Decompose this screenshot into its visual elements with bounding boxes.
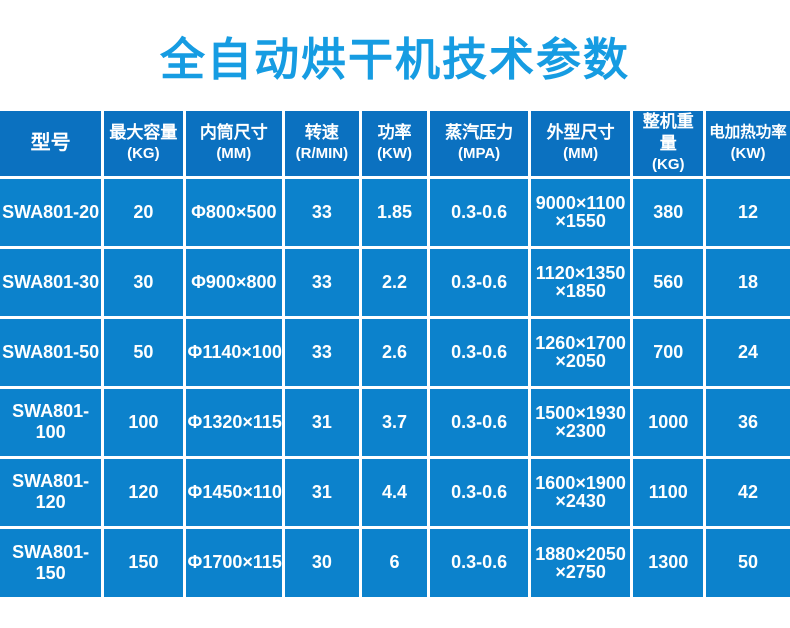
cell-steam-pressure: 0.3-0.6 bbox=[427, 315, 531, 389]
column-header-model: 型号 bbox=[0, 111, 105, 179]
cell-power: 6 bbox=[358, 525, 431, 597]
cell-steam-pressure: 0.3-0.6 bbox=[427, 455, 531, 529]
cell-machine-weight: 1100 bbox=[630, 455, 707, 529]
cell-drum-size: Φ1140×1000 bbox=[182, 315, 286, 389]
cell-drum-size: Φ1700×1150 bbox=[182, 525, 286, 597]
cell-electric-heating-power: 24 bbox=[703, 315, 790, 389]
column-header-unit: (KG) bbox=[652, 156, 685, 174]
column-header-unit: (MM) bbox=[216, 145, 252, 163]
cell-max-capacity: 120 bbox=[101, 455, 186, 529]
cell-machine-weight: 1300 bbox=[630, 525, 707, 597]
column-header-power: 功率 (KW) bbox=[358, 111, 431, 179]
table-row: SWA801-20 20 Φ800×500 33 1.85 0.3-0.6 90… bbox=[0, 175, 790, 249]
column-header-unit: (R/MIN) bbox=[295, 145, 349, 163]
cell-speed: 33 bbox=[282, 245, 362, 319]
cell-max-capacity: 150 bbox=[101, 525, 186, 597]
cell-electric-heating-power: 42 bbox=[703, 455, 790, 529]
cell-outer-dimensions: 1880×2050 ×2750 bbox=[527, 525, 634, 597]
table-body: SWA801-20 20 Φ800×500 33 1.85 0.3-0.6 90… bbox=[0, 175, 790, 597]
column-header-label: 功率 bbox=[377, 123, 412, 143]
cell-outer-dimensions: 1600×1900 ×2430 bbox=[527, 455, 634, 529]
cell-speed: 33 bbox=[282, 315, 362, 389]
column-header-unit: (KG) bbox=[127, 145, 160, 163]
cell-electric-heating-power: 36 bbox=[703, 385, 790, 459]
header-row: 型号 最大容量 (KG) 内筒尺寸 (MM) 转速 (R/MIN) 功率 (KW) 蒸汽… bbox=[0, 111, 790, 179]
cell-drum-size: Φ1320×1150 bbox=[182, 385, 286, 459]
cell-power: 2.6 bbox=[358, 315, 431, 389]
table-row: SWA801-120 120 Φ1450×1100 31 4.4 0.3-0.6… bbox=[0, 455, 790, 529]
column-header-label: 整机重量 bbox=[642, 112, 694, 154]
cell-power: 1.85 bbox=[358, 175, 431, 249]
cell-outer-dimensions: 1500×1930 ×2300 bbox=[527, 385, 634, 459]
cell-model: SWA801-30 bbox=[0, 245, 105, 319]
page-title: 全自动烘干机技术参数 bbox=[159, 34, 630, 85]
cell-machine-weight: 560 bbox=[630, 245, 707, 319]
column-header-machine-weight: 整机重量 (KG) bbox=[630, 111, 707, 179]
cell-speed: 30 bbox=[282, 525, 362, 597]
cell-steam-pressure: 0.3-0.6 bbox=[427, 245, 531, 319]
column-header-unit: (MPA) bbox=[457, 145, 501, 163]
column-header-label: 电加热功率 bbox=[709, 124, 787, 142]
column-header-speed: 转速 (R/MIN) bbox=[282, 111, 362, 179]
cell-max-capacity: 20 bbox=[101, 175, 186, 249]
column-header-unit: (KW) bbox=[377, 145, 413, 163]
cell-max-capacity: 50 bbox=[101, 315, 186, 389]
table-row: SWA801-30 30 Φ900×800 33 2.2 0.3-0.6 112… bbox=[0, 245, 790, 319]
cell-max-capacity: 30 bbox=[101, 245, 186, 319]
cell-speed: 31 bbox=[282, 455, 362, 529]
column-header-label: 最大容量 bbox=[109, 123, 178, 143]
cell-steam-pressure: 0.3-0.6 bbox=[427, 525, 531, 597]
cell-machine-weight: 700 bbox=[630, 315, 707, 389]
column-header-outer-dimensions: 外型尺寸 (MM) bbox=[527, 111, 634, 179]
table-row: SWA801-150 150 Φ1700×1150 30 6 0.3-0.6 1… bbox=[0, 525, 790, 597]
spec-table: 型号 最大容量 (KG) 内筒尺寸 (MM) 转速 (R/MIN) 功率 (KW) 蒸汽… bbox=[0, 111, 790, 597]
cell-power: 2.2 bbox=[358, 245, 431, 319]
column-header-unit: (MM) bbox=[563, 145, 599, 163]
cell-power: 4.4 bbox=[358, 455, 431, 529]
cell-model: SWA801-20 bbox=[0, 175, 105, 249]
cell-model: SWA801-50 bbox=[0, 315, 105, 389]
cell-speed: 33 bbox=[282, 175, 362, 249]
column-header-steam-pressure: 蒸汽压力 (MPA) bbox=[427, 111, 531, 179]
column-header-label: 蒸汽压力 bbox=[445, 123, 514, 143]
column-header-label: 转速 bbox=[304, 123, 339, 143]
table-header: 型号 最大容量 (KG) 内筒尺寸 (MM) 转速 (R/MIN) 功率 (KW) 蒸汽… bbox=[0, 111, 790, 179]
cell-electric-heating-power: 50 bbox=[703, 525, 790, 597]
cell-outer-dimensions: 9000×1100 ×1550 bbox=[527, 175, 634, 249]
cell-model: SWA801-120 bbox=[0, 455, 105, 529]
column-header-label: 型号 bbox=[30, 132, 71, 155]
cell-speed: 31 bbox=[282, 385, 362, 459]
column-header-drum-size: 内筒尺寸 (MM) bbox=[182, 111, 286, 179]
cell-machine-weight: 1000 bbox=[630, 385, 707, 459]
column-header-label: 内筒尺寸 bbox=[199, 123, 268, 143]
cell-outer-dimensions: 1120×1350 ×1850 bbox=[527, 245, 634, 319]
cell-machine-weight: 380 bbox=[630, 175, 707, 249]
column-header-electric-heating-power: 电加热功率 (KW) bbox=[703, 111, 790, 179]
title-bar: 全自动烘干机技术参数 bbox=[0, 0, 790, 111]
cell-model: SWA801-150 bbox=[0, 525, 105, 597]
cell-max-capacity: 100 bbox=[101, 385, 186, 459]
cell-power: 3.7 bbox=[358, 385, 431, 459]
column-header-label: 外型尺寸 bbox=[546, 123, 615, 143]
column-header-max-capacity: 最大容量 (KG) bbox=[101, 111, 186, 179]
cell-steam-pressure: 0.3-0.6 bbox=[427, 175, 531, 249]
table-row: SWA801-50 50 Φ1140×1000 33 2.6 0.3-0.6 1… bbox=[0, 315, 790, 389]
cell-drum-size: Φ800×500 bbox=[182, 175, 286, 249]
cell-electric-heating-power: 18 bbox=[703, 245, 790, 319]
cell-electric-heating-power: 12 bbox=[703, 175, 790, 249]
cell-drum-size: Φ1450×1100 bbox=[182, 455, 286, 529]
cell-drum-size: Φ900×800 bbox=[182, 245, 286, 319]
cell-outer-dimensions: 1260×1700 ×2050 bbox=[527, 315, 634, 389]
cell-steam-pressure: 0.3-0.6 bbox=[427, 385, 531, 459]
cell-model: SWA801-100 bbox=[0, 385, 105, 459]
column-header-unit: (KW) bbox=[730, 145, 766, 163]
table-row: SWA801-100 100 Φ1320×1150 31 3.7 0.3-0.6… bbox=[0, 385, 790, 459]
